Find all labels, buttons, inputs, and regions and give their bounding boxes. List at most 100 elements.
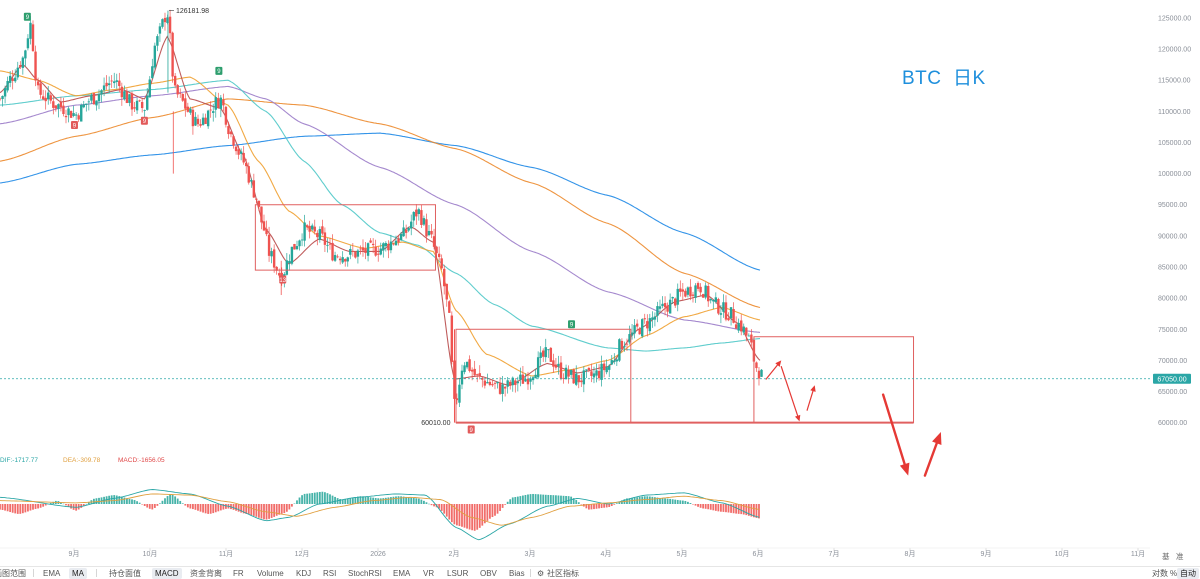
community-indicator-icon[interactable]: ⚙ (537, 569, 545, 578)
macd-histogram-bar (638, 496, 641, 504)
toolbar-item-fr[interactable]: FR (233, 569, 244, 578)
macd-histogram-bar (44, 504, 47, 506)
macd-histogram-bar (661, 498, 664, 504)
toolbar-community-indicators[interactable]: 社区指标 (547, 569, 579, 578)
macd-histogram-bar (478, 504, 481, 528)
candle-body (668, 299, 672, 314)
toolbar-item-bias[interactable]: Bias (509, 569, 525, 578)
toolbar-item-ma[interactable]: MA (69, 568, 87, 579)
candle-body (651, 317, 654, 320)
macd-histogram-bar (329, 494, 331, 504)
toolbar-item--[interactable]: 资金背离 (190, 569, 222, 578)
candle-body (460, 370, 464, 385)
candle-body (526, 378, 530, 385)
macd-histogram-bar (285, 504, 288, 512)
candle-body (493, 382, 497, 384)
toolbar-item-ema[interactable]: EMA (43, 569, 61, 578)
macd-histogram-bar (136, 501, 138, 504)
corner-standard-button[interactable]: 准 (1176, 552, 1184, 561)
candle-body (219, 97, 223, 109)
macd-histogram-bar (615, 503, 618, 504)
candle-body (288, 260, 291, 264)
macd-histogram-bar (270, 504, 273, 518)
candle-body (158, 26, 162, 34)
toolbar-item-rsi[interactable]: RSI (323, 569, 337, 578)
candle-body (130, 93, 134, 110)
toolbar-item-volume[interactable]: Volume (257, 569, 284, 578)
macd-histogram-bar (557, 495, 560, 504)
price-chart[interactable]: 126181.98 60010.00 9 9 9 9 13 9 9 125000.00 1200… (0, 0, 1200, 566)
macd-histogram-bar (621, 500, 623, 504)
toolbar-item-ema[interactable]: EMA (393, 569, 411, 578)
macd-histogram-bar (720, 504, 722, 512)
candle-body (719, 313, 723, 315)
arrow-shaft (765, 364, 779, 380)
macd-histogram-bar (519, 496, 522, 504)
macd-histogram-bar (423, 500, 425, 504)
macd-histogram-bar (52, 501, 55, 504)
candle-body (656, 306, 659, 316)
candle-body (694, 285, 697, 298)
candle-body (623, 346, 626, 348)
toolbar-range-label[interactable]: 画图范围 (0, 569, 26, 578)
ma-line-ma30 (0, 70, 761, 377)
td-marker-label: 13 (279, 278, 286, 284)
candle-body (557, 363, 560, 367)
candle-body (542, 350, 545, 357)
macd-histogram-bar (141, 504, 144, 505)
candle-body (186, 106, 190, 112)
x-tick-label: 9月 (69, 550, 80, 558)
macd-histogram-bar (1, 504, 4, 510)
macd-histogram-bar (151, 504, 154, 510)
candle-body (544, 347, 547, 358)
candle-body (41, 96, 45, 100)
macd-histogram-bar (379, 498, 382, 504)
toolbar-item-lsur[interactable]: LSUR (447, 569, 469, 578)
macd-histogram-bar (359, 496, 362, 504)
candle-body (214, 97, 217, 110)
candle-body (496, 381, 499, 384)
candle-body (590, 371, 593, 376)
macd-histogram-bar (153, 504, 156, 508)
macd-histogram-bar (641, 496, 644, 504)
y-tick-label: 95000.00 (1158, 202, 1187, 209)
macd-histogram-bar (463, 504, 466, 528)
candle-body (430, 230, 433, 235)
candle-body (138, 100, 141, 102)
ma-line-ma250 (0, 132, 761, 271)
macd-histogram-bar (562, 495, 565, 504)
toolbar-item-kdj[interactable]: KDJ (296, 569, 312, 578)
x-tick-label: 2月 (449, 550, 460, 558)
y-tick-label: 90000.00 (1158, 233, 1187, 240)
toolbar-percent-scale[interactable]: % (1170, 569, 1178, 578)
y-tick-label: 125000.00 (1158, 15, 1191, 22)
candle-body (750, 334, 753, 343)
toolbar-item--[interactable]: 持仓面值 (109, 569, 141, 578)
macd-histogram-bar (397, 496, 400, 504)
candle-body (21, 57, 25, 68)
macd-histogram-bar (547, 494, 550, 504)
macd-histogram-bar (456, 504, 458, 526)
ma-line-ma5 (0, 35, 761, 386)
candle-body (410, 221, 413, 229)
toolbar-auto-scale[interactable]: 自动 (1177, 568, 1199, 579)
macd-histogram-bar (49, 502, 52, 504)
candle-body (661, 303, 664, 307)
candle-body (521, 374, 525, 384)
macd-histogram-bar (532, 493, 534, 504)
x-tick-label: 6月 (753, 550, 764, 558)
macd-histogram-bar (4, 504, 6, 511)
toolbar-item-stochrsi[interactable]: StochRSI (348, 569, 382, 578)
macd-histogram-bar (707, 504, 710, 510)
toolbar-item-vr[interactable]: VR (423, 569, 435, 578)
macd-histogram-bar (123, 497, 126, 504)
toolbar-item-obv[interactable]: OBV (480, 569, 497, 578)
toolbar-log-scale[interactable]: 对数 (1152, 569, 1168, 578)
macd-histogram-bar (34, 504, 37, 509)
toolbar-item-macd[interactable]: MACD (152, 568, 182, 579)
y-tick-label: 85000.00 (1158, 265, 1187, 272)
candle-body (379, 248, 382, 255)
macd-histogram-bar (440, 504, 443, 511)
candle-body (392, 243, 395, 245)
corner-base-button[interactable]: 基 (1162, 552, 1170, 561)
